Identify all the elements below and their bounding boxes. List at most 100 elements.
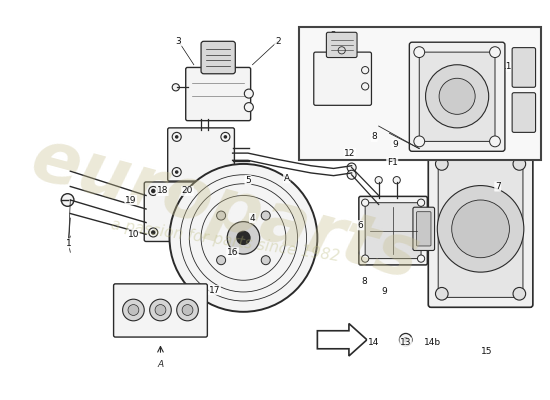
Circle shape (155, 304, 166, 316)
Text: 2: 2 (331, 31, 337, 40)
Text: 8: 8 (361, 277, 367, 286)
Circle shape (201, 189, 206, 193)
Circle shape (221, 132, 230, 141)
FancyBboxPatch shape (413, 207, 435, 250)
Text: 9: 9 (392, 140, 398, 148)
Circle shape (361, 255, 369, 262)
Circle shape (244, 103, 254, 112)
Text: 8: 8 (371, 132, 377, 141)
Text: 6: 6 (358, 221, 364, 230)
Circle shape (436, 158, 448, 170)
FancyBboxPatch shape (359, 196, 427, 265)
Circle shape (399, 334, 412, 346)
Circle shape (414, 136, 425, 147)
Circle shape (513, 158, 526, 170)
Text: F1: F1 (387, 158, 398, 167)
Circle shape (437, 186, 524, 272)
Circle shape (217, 256, 226, 265)
Text: 1: 1 (65, 239, 72, 248)
Circle shape (148, 228, 158, 237)
Circle shape (261, 211, 270, 220)
Circle shape (403, 337, 409, 342)
FancyBboxPatch shape (326, 32, 357, 58)
Text: A: A (284, 174, 290, 183)
Circle shape (221, 168, 230, 176)
Text: 5: 5 (245, 176, 251, 185)
Circle shape (217, 211, 226, 220)
Text: 12: 12 (344, 149, 355, 158)
Circle shape (375, 176, 382, 184)
Text: 17: 17 (209, 286, 221, 295)
Text: 10: 10 (519, 62, 531, 71)
FancyBboxPatch shape (416, 212, 431, 246)
Bar (299, 27, 541, 160)
FancyBboxPatch shape (512, 48, 536, 87)
Circle shape (172, 84, 179, 91)
Text: 13: 13 (400, 338, 411, 347)
Circle shape (414, 47, 425, 58)
Circle shape (236, 231, 251, 245)
Circle shape (417, 255, 425, 262)
Circle shape (199, 228, 208, 237)
Circle shape (123, 299, 144, 321)
Text: 4: 4 (250, 214, 255, 222)
Circle shape (417, 199, 425, 206)
Circle shape (175, 170, 179, 174)
Text: a passion for parts since 1982: a passion for parts since 1982 (110, 217, 341, 264)
Circle shape (361, 199, 369, 206)
Circle shape (148, 186, 158, 196)
Circle shape (490, 47, 500, 58)
Text: 2: 2 (275, 37, 280, 46)
Circle shape (347, 170, 356, 179)
FancyBboxPatch shape (428, 150, 533, 307)
Circle shape (439, 78, 475, 114)
FancyBboxPatch shape (419, 52, 495, 141)
Text: 16: 16 (227, 248, 238, 257)
Circle shape (224, 170, 227, 174)
Circle shape (426, 65, 489, 128)
FancyBboxPatch shape (168, 128, 234, 181)
FancyBboxPatch shape (409, 42, 505, 151)
Circle shape (61, 194, 74, 206)
Text: 3: 3 (175, 37, 182, 46)
Circle shape (199, 186, 208, 196)
FancyBboxPatch shape (186, 68, 251, 121)
Text: 15: 15 (481, 347, 493, 356)
FancyBboxPatch shape (365, 203, 421, 259)
Circle shape (490, 136, 500, 147)
FancyBboxPatch shape (114, 284, 207, 337)
Text: 18: 18 (157, 186, 168, 196)
FancyBboxPatch shape (438, 160, 523, 297)
Circle shape (151, 230, 156, 235)
Circle shape (182, 304, 193, 316)
Text: A: A (157, 360, 163, 370)
FancyBboxPatch shape (144, 182, 213, 242)
Circle shape (151, 189, 156, 193)
Text: 20: 20 (182, 186, 193, 196)
Circle shape (513, 288, 526, 300)
Text: 19: 19 (125, 196, 136, 204)
Text: 7: 7 (495, 182, 500, 191)
Circle shape (244, 89, 254, 98)
Text: 14b: 14b (424, 338, 441, 347)
Circle shape (452, 200, 509, 258)
Circle shape (172, 132, 181, 141)
FancyBboxPatch shape (512, 93, 536, 132)
Circle shape (150, 299, 171, 321)
Circle shape (393, 176, 400, 184)
Circle shape (201, 230, 206, 235)
Circle shape (224, 135, 227, 139)
Circle shape (175, 135, 179, 139)
Circle shape (227, 222, 260, 254)
Text: europarts: europarts (24, 124, 427, 294)
Text: 10: 10 (128, 230, 139, 239)
FancyBboxPatch shape (314, 52, 371, 105)
Circle shape (261, 256, 270, 265)
Circle shape (169, 164, 317, 312)
Circle shape (128, 304, 139, 316)
Circle shape (172, 168, 181, 176)
Text: 11: 11 (501, 62, 513, 71)
FancyBboxPatch shape (201, 41, 235, 74)
Text: 9: 9 (381, 288, 387, 296)
Circle shape (177, 299, 199, 321)
